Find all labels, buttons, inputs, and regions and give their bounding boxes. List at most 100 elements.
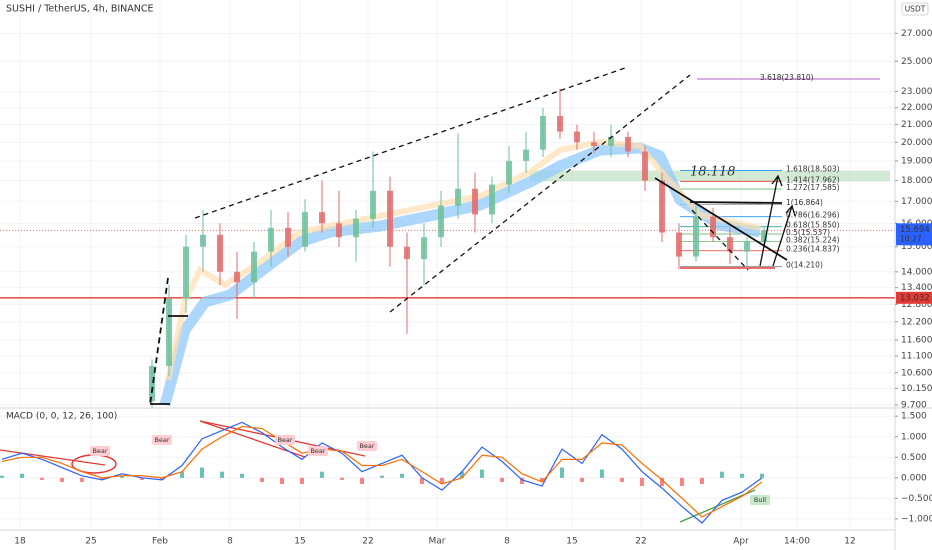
- candle-body: [557, 116, 563, 132]
- y-tick-label: 9.700: [901, 400, 927, 410]
- x-tick-label: 15: [294, 537, 305, 547]
- x-tick-label: 12: [844, 537, 855, 547]
- candle-body: [472, 188, 478, 215]
- candle-body: [693, 216, 699, 257]
- x-tick-label: 14:00: [784, 537, 810, 547]
- y-tick-label: 15.000: [901, 242, 932, 252]
- currency-button[interactable]: [901, 2, 929, 16]
- candle-body: [506, 160, 512, 185]
- fib-label: 3.618(23.810): [760, 73, 814, 82]
- fib-label: 0(14.210): [786, 260, 823, 269]
- candle-body: [642, 151, 648, 181]
- histogram-bar: [320, 471, 324, 478]
- y-tick-label: 1.000: [901, 432, 927, 442]
- candle-body: [336, 223, 342, 238]
- fib-label: 1(16.864): [786, 198, 823, 207]
- y-tick-label: 14.000: [901, 267, 932, 277]
- candle-body: [251, 251, 257, 283]
- y-tick-label: 27.000: [901, 29, 932, 39]
- histogram-bar: [600, 469, 604, 478]
- histogram-bar: [640, 477, 644, 487]
- chart-title: SUSHI / TetherUS, 4h, BINANCE: [6, 4, 154, 15]
- histogram-bar: [720, 471, 724, 478]
- y-tick-label: 11.600: [901, 336, 932, 346]
- histogram-bar: [540, 477, 544, 482]
- histogram-bar: [60, 477, 64, 482]
- trendline: [691, 209, 749, 271]
- y-tick-label: 19.000: [901, 156, 932, 166]
- histogram-bar: [240, 473, 244, 478]
- histogram-bar: [180, 471, 184, 478]
- macd-line: [1, 425, 763, 518]
- candle-body: [761, 230, 767, 242]
- candles-layer: [149, 88, 767, 409]
- y-tick-label: 13.400: [901, 283, 932, 293]
- candle-body: [421, 237, 427, 260]
- candle-body: [200, 234, 206, 247]
- candle-body: [591, 142, 597, 146]
- fib-label: 0.236(14.837): [786, 245, 840, 254]
- price-tag-label: 13.032: [900, 293, 930, 303]
- price-tag: [896, 291, 932, 304]
- signal-label: Bear: [310, 447, 325, 455]
- histogram-bar: [740, 473, 744, 478]
- y-tick-label: 10.150: [901, 384, 932, 394]
- x-tick-label: 8: [504, 537, 510, 547]
- x-tick-label: 15: [566, 537, 577, 547]
- histogram-bar: [160, 477, 164, 480]
- histogram-bar: [300, 477, 304, 484]
- y-tick-label: 11.100: [901, 352, 932, 362]
- signal-label: Bull: [754, 496, 766, 504]
- signal-badge: [308, 446, 328, 456]
- y-tick-label: 20.000: [901, 138, 932, 148]
- candle-body: [710, 216, 716, 238]
- fib-label: 0.618(15.850): [786, 221, 840, 230]
- arrow-head: [771, 174, 783, 187]
- candle-body: [268, 227, 274, 252]
- y-tick-label: 18.000: [901, 176, 932, 186]
- countdown: 10:27: [900, 234, 922, 243]
- fib-label: 1.618(18.503): [786, 165, 840, 174]
- currency-label[interactable]: USDT: [905, 5, 926, 14]
- candle-body: [166, 298, 172, 366]
- divergence-line: [0, 449, 106, 466]
- histogram-bar: [460, 471, 464, 478]
- x-tick-label: 22: [362, 537, 373, 547]
- signal-badge: [152, 435, 172, 445]
- histogram-bar: [500, 477, 504, 482]
- trendline: [194, 67, 626, 219]
- arrow: [772, 205, 793, 267]
- histogram-bar: [520, 477, 524, 484]
- signal-label: Bear: [359, 442, 374, 450]
- x-tick-label: Feb: [152, 537, 168, 547]
- histogram-bar: [400, 473, 404, 478]
- histogram-bar: [620, 477, 624, 482]
- candle-body: [659, 180, 665, 233]
- candle-body: [625, 136, 631, 152]
- candle-body: [183, 246, 189, 299]
- y-tick-label: 23.000: [901, 87, 932, 97]
- arrow-head: [785, 204, 796, 217]
- histogram-bar: [420, 477, 424, 484]
- macd-line: [1, 421, 763, 524]
- signal-badge: [90, 446, 110, 456]
- fib-label: 0.382(15.224): [786, 235, 840, 244]
- candle-body: [523, 149, 529, 161]
- candle-body: [387, 190, 393, 247]
- signal-badge: [275, 435, 295, 445]
- candle-body: [319, 212, 325, 224]
- candle-body: [455, 188, 461, 206]
- histogram-bar: [580, 477, 584, 482]
- candle-body: [353, 218, 359, 238]
- fib-label: 0.786(16.296): [786, 211, 840, 220]
- y-tick-label: 22.000: [901, 103, 932, 113]
- histogram-bar: [280, 477, 284, 484]
- candle-body: [370, 190, 376, 219]
- signal-label: Bear: [277, 436, 292, 444]
- candle-body: [438, 205, 444, 238]
- signal-label: Bear: [92, 447, 107, 455]
- candle-body: [744, 241, 750, 252]
- annotation: 18.118: [690, 165, 736, 180]
- y-tick-label: −1.000: [901, 514, 932, 524]
